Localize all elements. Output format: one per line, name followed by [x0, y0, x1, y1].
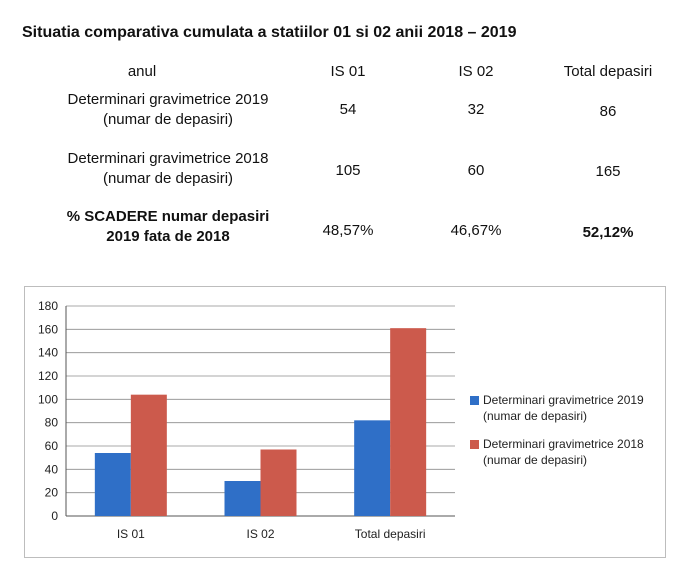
bar [224, 481, 261, 516]
bar [390, 328, 427, 516]
y-tick-label: 120 [38, 369, 58, 383]
x-tick-label: IS 02 [246, 527, 274, 541]
bar [354, 420, 391, 516]
bar [260, 449, 297, 516]
row-label-line2: (numar de depasiri) [102, 170, 234, 187]
table-cell: 52,12% [582, 224, 634, 241]
legend-label-line1: Determinari gravimetrice 2019 [483, 393, 644, 407]
table-header-total: Total depasiri [563, 63, 653, 80]
table-row-label: Determinari gravimetrice 2018 (numar de … [48, 149, 288, 189]
table-cell: 60 [467, 162, 485, 179]
y-tick-label: 160 [38, 322, 58, 336]
table-cell: 105 [335, 162, 361, 179]
row-label-line1: Determinari gravimetrice 2019 [67, 91, 269, 108]
legend-item-2018: Determinari gravimetrice 2018 (numar de … [470, 436, 685, 468]
x-tick-label: Total depasiri [355, 527, 426, 541]
legend-swatch-2019 [470, 396, 479, 405]
x-tick-label: IS 01 [117, 527, 145, 541]
table-cell: 54 [339, 101, 357, 118]
table-row-label: Determinari gravimetrice 2019 (numar de … [48, 90, 288, 130]
y-tick-label: 0 [51, 509, 58, 523]
y-tick-label: 100 [38, 392, 58, 406]
table-header-is01: IS 01 [330, 63, 366, 80]
table-cell: 48,57% [322, 222, 374, 239]
row-label-line2: 2019 fata de 2018 [106, 228, 230, 245]
y-tick-label: 140 [38, 346, 58, 360]
row-label-line1: Determinari gravimetrice 2018 [67, 150, 269, 167]
table-cell: 46,67% [450, 222, 502, 239]
bar [130, 394, 167, 516]
y-tick-label: 60 [45, 439, 59, 453]
legend-label-line1: Determinari gravimetrice 2018 [483, 437, 644, 451]
table-row-label: % SCADERE numar depasiri 2019 fata de 20… [48, 207, 288, 247]
legend-item-2019: Determinari gravimetrice 2019 (numar de … [470, 392, 685, 424]
row-label-line1: % SCADERE numar depasiri [66, 208, 270, 225]
bar [94, 453, 131, 516]
table-cell: 165 [595, 163, 621, 180]
page-title: Situatia comparativa cumulata a statiilo… [22, 24, 517, 41]
y-tick-label: 180 [38, 299, 58, 313]
table-header-is02: IS 02 [458, 63, 494, 80]
y-tick-label: 80 [45, 416, 59, 430]
table-cell: 86 [599, 103, 617, 120]
y-tick-label: 40 [45, 462, 59, 476]
legend-swatch-2018 [470, 440, 479, 449]
table-cell: 32 [467, 101, 485, 118]
table-header-year: anul [127, 63, 157, 80]
legend-label-line2: (numar de depasiri) [483, 453, 588, 467]
row-label-line2: (numar de depasiri) [102, 111, 234, 128]
legend-label-line2: (numar de depasiri) [483, 409, 588, 423]
chart-legend: Determinari gravimetrice 2019 (numar de … [470, 392, 685, 480]
y-tick-label: 20 [45, 486, 59, 500]
